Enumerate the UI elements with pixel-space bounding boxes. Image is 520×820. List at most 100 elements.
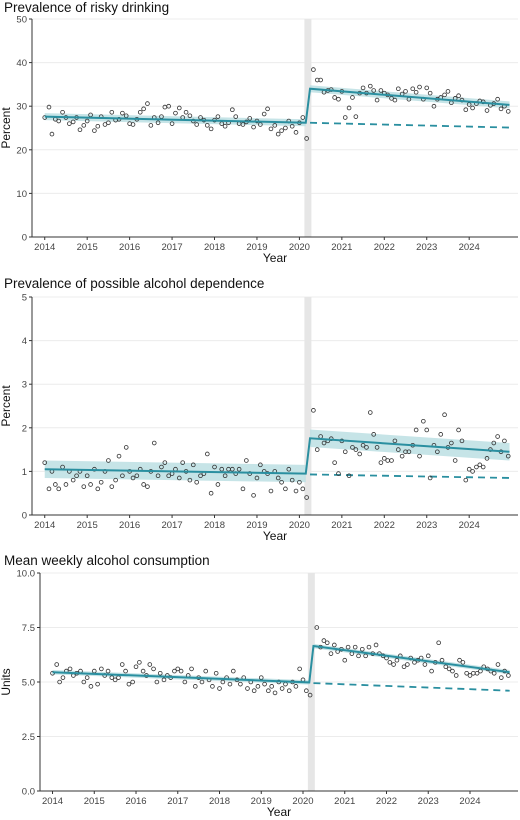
data-point [187, 477, 193, 483]
data-point [279, 686, 285, 691]
data-point [304, 136, 309, 141]
y-tick-label: 0 [22, 233, 27, 244]
data-point [56, 486, 62, 492]
data-point [109, 675, 115, 680]
data-point [215, 482, 221, 487]
data-point [173, 110, 178, 116]
x-tick-label: 2023 [416, 242, 437, 253]
data-point [254, 475, 260, 481]
x-tick-label: 2014 [34, 242, 55, 253]
data-point [332, 95, 337, 100]
data-point [227, 681, 233, 687]
data-point [77, 127, 83, 133]
data-point [178, 668, 184, 674]
data-point [405, 662, 410, 667]
fitted-trend-line [44, 87, 510, 124]
data-point [74, 473, 79, 479]
data-point [106, 120, 111, 126]
x-tick-label: 2017 [161, 242, 182, 253]
data-point [70, 119, 76, 125]
data-point [392, 438, 398, 444]
data-point [212, 464, 217, 470]
data-point [429, 668, 434, 674]
data-point [286, 466, 292, 472]
data-point [403, 89, 408, 94]
data-point [495, 434, 500, 439]
data-point [84, 473, 90, 479]
counterfactual-line [310, 473, 510, 479]
x-tick-label: 2024 [459, 242, 480, 253]
data-point [311, 408, 316, 413]
data-point [151, 440, 157, 446]
data-point [175, 666, 181, 672]
y-tick-label: 20 [16, 145, 27, 156]
data-point [300, 115, 306, 120]
data-point [255, 684, 261, 689]
data-point [112, 677, 118, 683]
data-point [498, 106, 504, 112]
data-point [194, 480, 199, 485]
y-tick-label: 40 [16, 58, 27, 69]
data-point [403, 449, 408, 455]
data-point [457, 657, 462, 663]
data-point [346, 105, 352, 111]
data-point [474, 464, 479, 470]
data-point [459, 438, 465, 444]
data-point [394, 657, 400, 663]
data-point [147, 662, 153, 667]
x-tick-label: 2018 [209, 796, 230, 807]
data-point [194, 122, 199, 127]
data-point [230, 668, 236, 674]
x-tick-label: 2019 [251, 796, 272, 807]
data-point [162, 460, 168, 465]
data-point [187, 113, 193, 119]
data-point [238, 681, 243, 687]
data-point [272, 690, 278, 696]
data-point [332, 642, 337, 648]
y-axis-label: Units [0, 668, 13, 695]
data-point [109, 484, 115, 489]
data-point [359, 647, 365, 652]
data-point [392, 97, 398, 103]
x-tick-label: 2016 [119, 520, 140, 531]
data-point [251, 124, 256, 130]
data-point [495, 96, 500, 102]
data-point [289, 123, 295, 129]
interruption-bar [304, 297, 312, 515]
data-point [137, 660, 142, 665]
data-point [293, 130, 299, 135]
data-point [342, 657, 348, 663]
data-point [356, 653, 361, 659]
data-point [352, 644, 358, 650]
data-point [220, 679, 226, 685]
data-point [258, 462, 263, 468]
data-point [417, 453, 422, 459]
x-tick-label: 2018 [204, 520, 225, 531]
data-point [463, 477, 469, 483]
y-axis-label: Percent [0, 107, 13, 149]
data-point [81, 484, 87, 489]
data-point [495, 662, 501, 667]
data-point [477, 462, 483, 468]
x-tick-label: 2021 [334, 796, 355, 807]
data-point [176, 105, 182, 111]
data-point [219, 466, 225, 472]
data-point [470, 105, 475, 111]
data-point [53, 482, 58, 487]
data-point [314, 77, 320, 83]
data-point [155, 473, 161, 479]
panel-weekly-consumption: Mean weekly alcohol consumption 0.0 2.5 5.… [0, 548, 520, 820]
y-tick-label: 5 [22, 293, 27, 304]
data-point [159, 464, 164, 470]
data-point [49, 131, 55, 137]
data-point [262, 681, 267, 687]
data-point [81, 123, 87, 128]
y-tick-label: 0.0 [22, 787, 35, 798]
data-point [268, 488, 274, 494]
data-point [464, 670, 469, 676]
data-point [505, 109, 511, 114]
data-point [180, 460, 185, 465]
data-point [279, 480, 284, 485]
data-point [67, 666, 73, 672]
data-point [222, 473, 228, 479]
